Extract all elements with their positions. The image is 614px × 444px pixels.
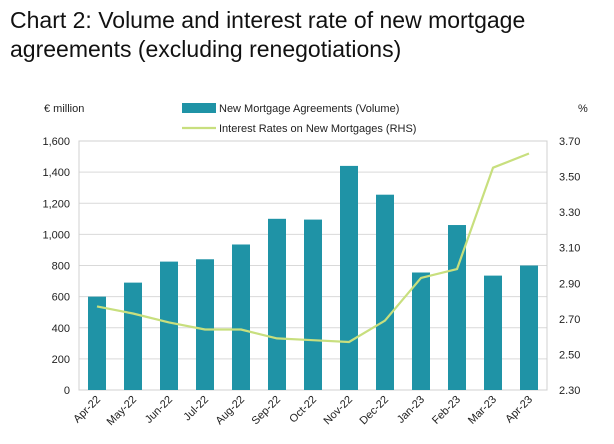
legend-label-volume: New Mortgage Agreements (Volume) (219, 103, 399, 115)
right-tick-label: 3.50 (559, 172, 580, 184)
x-tick-label: Jun-22 (143, 394, 175, 426)
bar (196, 259, 214, 390)
right-tick-label: 2.30 (559, 385, 580, 397)
x-tick-label: Sep-22 (250, 394, 284, 428)
bar (448, 225, 466, 390)
x-tick-label: Feb-23 (430, 394, 463, 427)
right-tick-label: 3.10 (559, 243, 580, 255)
bar (520, 265, 538, 390)
bar-series (88, 165, 538, 390)
right-axis: 2.30 2.50 2.70 2.90 3.10 3.30 3.50 3.70 (559, 136, 580, 397)
x-tick-label: Nov-22 (322, 394, 356, 428)
x-tick-label: May-22 (105, 394, 139, 428)
bar (340, 165, 358, 390)
bar (124, 282, 142, 390)
right-tick-label: 2.50 (559, 349, 580, 361)
legend: New Mortgage Agreements (Volume) Interest… (182, 103, 416, 135)
interest-rate-line (96, 152, 530, 344)
x-axis: Apr-22 May-22 Jun-22 Jul-22 Aug-22 Sep-22 Oct-… (71, 394, 535, 428)
bar (232, 244, 250, 390)
left-tick-label: 0 (64, 385, 70, 397)
x-tick-label: Jan-23 (395, 394, 427, 426)
bar (412, 272, 430, 390)
x-tick-label: Aug-22 (214, 394, 248, 428)
left-tick-label: 200 (52, 354, 70, 366)
right-axis-unit: % (578, 103, 588, 115)
x-tick-label: Oct-22 (287, 394, 319, 426)
left-axis: 0 200 400 600 800 1,000 1,200 1,400 1,600 (42, 136, 70, 397)
left-tick-label: 800 (52, 261, 70, 273)
x-tick-label: Apr-23 (503, 394, 535, 426)
chart-title: Chart 2: Volume and interest rate of new… (10, 7, 526, 62)
bar (484, 275, 502, 390)
right-tick-label: 3.30 (559, 207, 580, 219)
bar (88, 296, 106, 390)
left-tick-label: 1,000 (42, 229, 70, 241)
x-tick-label: Jul-22 (181, 394, 211, 424)
left-tick-label: 600 (52, 292, 70, 304)
right-tick-label: 3.70 (559, 136, 580, 148)
x-tick-label: Dec-22 (358, 394, 392, 428)
x-tick-label: Apr-22 (71, 394, 103, 426)
bar (268, 218, 286, 390)
left-tick-label: 1,400 (42, 167, 70, 179)
left-axis-unit: € million (44, 103, 84, 115)
legend-label-interest: Interest Rates on New Mortgages (RHS) (219, 123, 416, 135)
line-series (96, 152, 530, 344)
legend-swatch-volume (182, 103, 216, 113)
bar (376, 194, 394, 390)
left-tick-label: 1,600 (42, 136, 70, 148)
x-tick-label: Mar-23 (466, 394, 499, 427)
right-tick-label: 2.70 (559, 314, 580, 326)
right-tick-label: 2.90 (559, 278, 580, 290)
left-tick-label: 1,200 (42, 198, 70, 210)
left-tick-label: 400 (52, 323, 70, 335)
bar (304, 219, 322, 390)
bar (160, 261, 178, 390)
